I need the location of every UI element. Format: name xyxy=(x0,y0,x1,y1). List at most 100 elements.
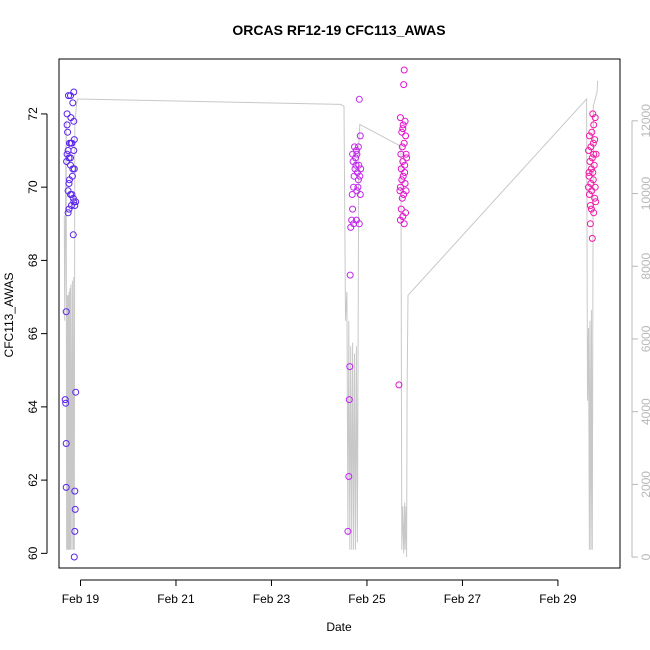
y2-tick-label-5: 8000 xyxy=(639,253,650,280)
data-point-3-11 xyxy=(399,172,407,180)
data-point-4-9 xyxy=(587,180,595,187)
data-point-1-25 xyxy=(63,150,71,158)
y2-tick-label-6: 10000 xyxy=(639,177,650,211)
y-tick-label-4: 66 xyxy=(26,327,40,341)
data-point-1-27 xyxy=(70,147,78,154)
data-point-2-33 xyxy=(355,95,363,103)
data-point-1-12 xyxy=(63,110,71,118)
data-point-1-43 xyxy=(64,209,72,217)
data-point-3-2 xyxy=(396,216,404,224)
data-point-4-19 xyxy=(585,147,592,154)
y2-tick-label-4: 6000 xyxy=(639,325,650,352)
secondary-series-line xyxy=(63,80,599,558)
x-tick-label-3: Feb 23 xyxy=(253,592,291,606)
data-point-1-9 xyxy=(70,553,78,561)
data-point-3-19 xyxy=(400,139,408,147)
chart-title: ORCAS RF12-19 CFC113_AWAS xyxy=(232,22,445,38)
data-point-2-18 xyxy=(354,176,362,184)
data-point-1-8 xyxy=(71,527,79,535)
data-point-4-12 xyxy=(585,172,593,180)
data-point-1-3 xyxy=(62,399,70,407)
data-point-1-45 xyxy=(69,99,77,107)
data-point-4-31 xyxy=(592,150,600,158)
y-tick-label-5: 68 xyxy=(26,253,40,267)
data-point-3-9 xyxy=(396,183,404,191)
data-point-3-12 xyxy=(401,180,409,187)
data-point-1-32 xyxy=(70,165,78,173)
data-point-1-28 xyxy=(65,154,73,162)
y-tick-label-1: 60 xyxy=(26,546,40,560)
data-point-4-20 xyxy=(587,143,595,151)
data-point-4-24 xyxy=(588,128,596,136)
data-point-4-11 xyxy=(591,183,599,191)
data-point-4-26 xyxy=(591,114,599,122)
data-point-1-11 xyxy=(69,231,77,239)
data-point-1-21 xyxy=(66,139,73,147)
y2-tick-label-7: 12000 xyxy=(639,104,650,138)
data-point-3-31 xyxy=(403,154,411,162)
y-tick-label-3: 64 xyxy=(26,400,40,414)
data-point-1-7 xyxy=(71,505,79,513)
data-point-3-30 xyxy=(401,169,409,176)
data-point-4-18 xyxy=(590,150,598,158)
data-point-3-25 xyxy=(399,125,407,133)
data-point-2-12 xyxy=(348,191,356,198)
data-point-3-21 xyxy=(398,128,406,136)
data-point-1-10 xyxy=(72,388,80,396)
data-point-4-30 xyxy=(585,169,593,176)
data-point-3-27 xyxy=(400,66,408,74)
data-point-1-2 xyxy=(61,396,69,404)
data-point-2-2 xyxy=(345,473,353,480)
y-tick-label-2: 62 xyxy=(26,473,40,487)
data-point-2-6 xyxy=(348,216,356,224)
data-point-3-3 xyxy=(397,205,405,213)
data-point-2-31 xyxy=(352,161,360,169)
data-point-4-15 xyxy=(590,161,598,169)
data-point-2-1 xyxy=(344,527,352,535)
data-point-1-38 xyxy=(69,194,77,202)
data-point-2-14 xyxy=(356,191,364,198)
y2-tick-label-2: 2000 xyxy=(639,471,650,498)
data-point-4-21 xyxy=(589,139,597,147)
data-point-2-27 xyxy=(352,147,360,154)
data-point-2-19 xyxy=(356,172,364,180)
data-point-1-13 xyxy=(65,92,72,100)
data-point-2-5 xyxy=(346,271,354,279)
data-point-1-40 xyxy=(70,198,78,206)
data-point-3-23 xyxy=(401,117,409,125)
data-point-2-29 xyxy=(356,132,364,140)
y-axis-label: CFC113_AWAS xyxy=(2,273,16,358)
data-point-1-15 xyxy=(70,88,78,96)
x-tick-label-5: Feb 27 xyxy=(444,592,482,606)
data-point-1-4 xyxy=(62,440,70,447)
data-point-1-29 xyxy=(63,158,71,165)
data-point-1-19 xyxy=(64,128,72,136)
data-point-3-26 xyxy=(400,81,408,89)
data-point-1-1 xyxy=(62,308,70,316)
points-layer xyxy=(61,66,600,561)
data-point-4-5 xyxy=(585,191,593,198)
data-point-2-4 xyxy=(346,363,354,371)
x-tick-label-2: Feb 21 xyxy=(157,592,195,606)
data-point-1-18 xyxy=(63,121,71,129)
data-point-2-24 xyxy=(355,161,363,169)
data-point-3-16 xyxy=(402,150,410,158)
data-point-1-35 xyxy=(64,187,72,195)
x-axis-label: Date xyxy=(326,620,352,634)
data-point-3-18 xyxy=(398,143,406,151)
data-point-4-17 xyxy=(588,154,596,162)
data-point-3-8 xyxy=(402,209,410,217)
data-point-1-37 xyxy=(68,191,76,198)
data-point-4-14 xyxy=(589,169,597,176)
data-point-1-22 xyxy=(70,136,78,144)
data-point-2-3 xyxy=(345,396,353,404)
data-point-4-2 xyxy=(586,220,594,228)
data-point-2-20 xyxy=(357,165,365,173)
data-point-3-24 xyxy=(396,114,404,122)
data-point-3-5 xyxy=(400,220,408,228)
data-point-4-1 xyxy=(588,234,596,242)
data-point-4-28 xyxy=(586,202,594,209)
data-point-1-23 xyxy=(68,139,76,147)
y-tick-label-6: 70 xyxy=(26,180,40,194)
data-point-4-10 xyxy=(589,176,597,184)
